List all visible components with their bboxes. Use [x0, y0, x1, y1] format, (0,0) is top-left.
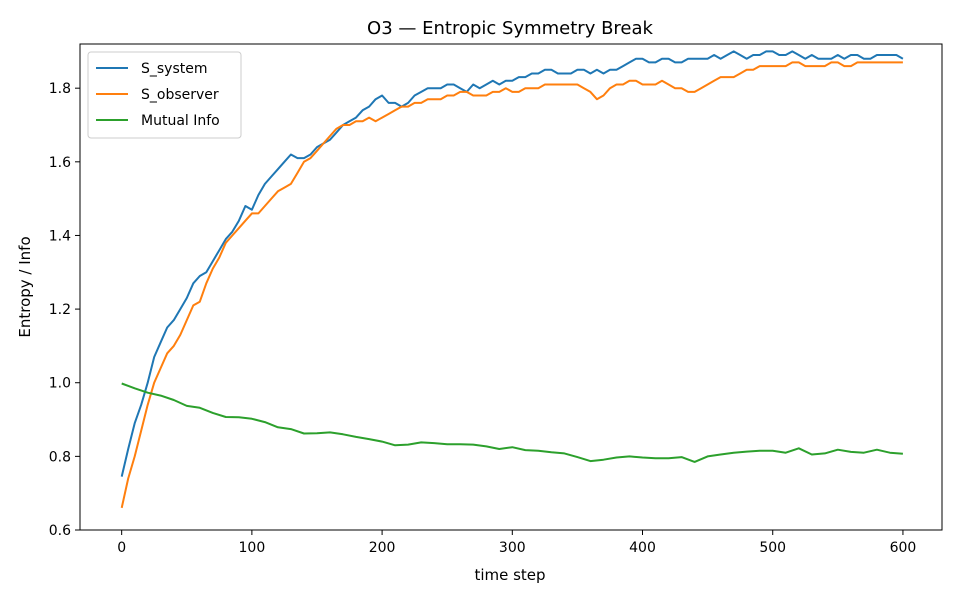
x-tick-label: 600	[890, 540, 917, 556]
y-tick-label: 0.8	[49, 449, 71, 465]
plot-lines	[120, 50, 904, 509]
legend-label: S_system	[141, 61, 208, 77]
series-line-s-system	[120, 50, 904, 477]
y-axis-label: Entropy / Info	[16, 236, 34, 337]
x-tick-label: 200	[369, 540, 396, 556]
series-line-s-observer	[120, 61, 903, 509]
x-axis: 0 100 200 300 400 500 600	[117, 530, 916, 556]
x-tick-label: 0	[117, 540, 126, 556]
y-tick-label: 1.6	[49, 155, 71, 171]
chart-title: O3 — Entropic Symmetry Break	[367, 18, 653, 39]
legend-label: Mutual Info	[141, 113, 220, 129]
legend-label: S_observer	[141, 87, 219, 103]
x-tick-label: 500	[759, 540, 786, 556]
x-tick-label: 400	[629, 540, 656, 556]
y-tick-label: 1.8	[49, 81, 71, 97]
y-tick-label: 1.0	[49, 376, 71, 392]
x-tick-label: 300	[499, 540, 526, 556]
legend-box	[87, 51, 242, 139]
legend: S_system S_observer Mutual Info	[87, 51, 242, 139]
y-axis: 0.6 0.8 1.0 1.2 1.4 1.6 1.8	[49, 81, 80, 539]
x-tick-label: 100	[239, 540, 266, 556]
y-tick-label: 1.2	[49, 302, 71, 318]
series-line-mutual-info	[121, 382, 903, 463]
x-axis-label: time step	[474, 566, 545, 584]
y-tick-label: 1.4	[49, 228, 71, 244]
plot-frame	[79, 43, 943, 531]
y-tick-label: 0.6	[49, 523, 71, 539]
